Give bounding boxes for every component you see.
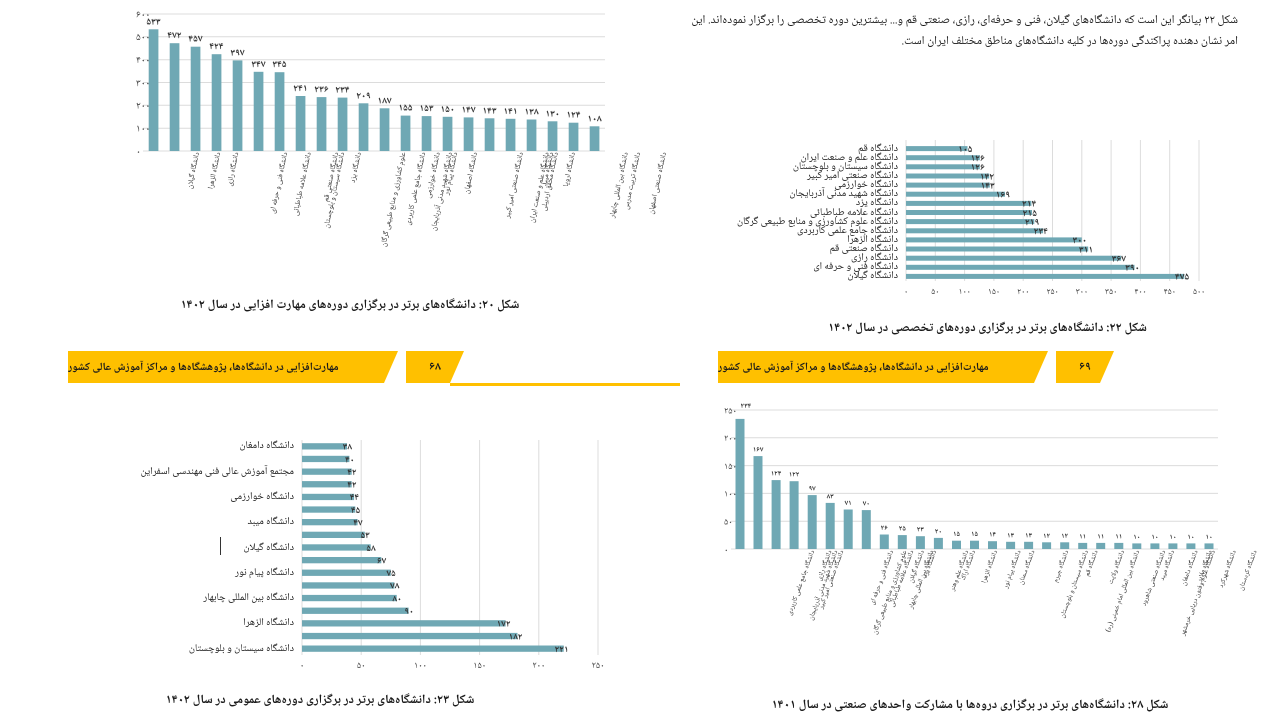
svg-text:۱۳: ۱۳ xyxy=(1025,529,1033,542)
svg-text:۱۳: ۱۳ xyxy=(1007,529,1015,542)
svg-text:۱۰: ۱۰ xyxy=(1151,531,1158,544)
svg-text:۷۰: ۷۰ xyxy=(863,498,870,511)
svg-text:۲۶: ۲۶ xyxy=(881,522,889,535)
svg-text:۸۳: ۸۳ xyxy=(827,490,835,503)
svg-text:۱۲: ۱۲ xyxy=(1061,530,1069,543)
svg-text:۱۰۰: ۱۰۰ xyxy=(724,488,737,504)
svg-text:۱۵۰: ۱۵۰ xyxy=(724,460,737,476)
svg-text:۱۱: ۱۱ xyxy=(1079,530,1086,543)
svg-text:۰: ۰ xyxy=(724,543,728,559)
svg-text:۱۲۴: ۱۲۴ xyxy=(771,468,782,481)
svg-text:۲۳۴: ۲۳۴ xyxy=(741,400,752,413)
svg-text:۲۰۰: ۲۰۰ xyxy=(724,432,737,448)
svg-text:۱۱: ۱۱ xyxy=(1097,530,1104,543)
svg-text:۱۵: ۱۵ xyxy=(953,528,961,541)
svg-text:۱۱: ۱۱ xyxy=(1115,530,1122,543)
svg-text:۷۱: ۷۱ xyxy=(845,497,852,510)
svg-text:۲۵۰: ۲۵۰ xyxy=(724,404,737,420)
svg-text:۹۷: ۹۷ xyxy=(809,483,817,496)
svg-text:۵۰: ۵۰ xyxy=(724,516,733,532)
svg-text:۱۰: ۱۰ xyxy=(1133,531,1140,544)
svg-text:۱۰: ۱۰ xyxy=(1169,531,1176,544)
svg-text:۱۰: ۱۰ xyxy=(1205,531,1212,544)
svg-text:۲۰: ۲۰ xyxy=(935,525,942,538)
svg-text:۲۳: ۲۳ xyxy=(917,524,925,537)
svg-text:۱۲: ۱۲ xyxy=(1043,530,1051,543)
svg-text:۱۶۷: ۱۶۷ xyxy=(753,444,764,457)
svg-text:۱۰: ۱۰ xyxy=(1187,531,1194,544)
svg-text:۲۵: ۲۵ xyxy=(899,523,907,536)
svg-text:۱۲۲: ۱۲۲ xyxy=(789,469,800,482)
svg-text:۱۴: ۱۴ xyxy=(989,529,997,542)
svg-text:۱۵: ۱۵ xyxy=(971,528,979,541)
